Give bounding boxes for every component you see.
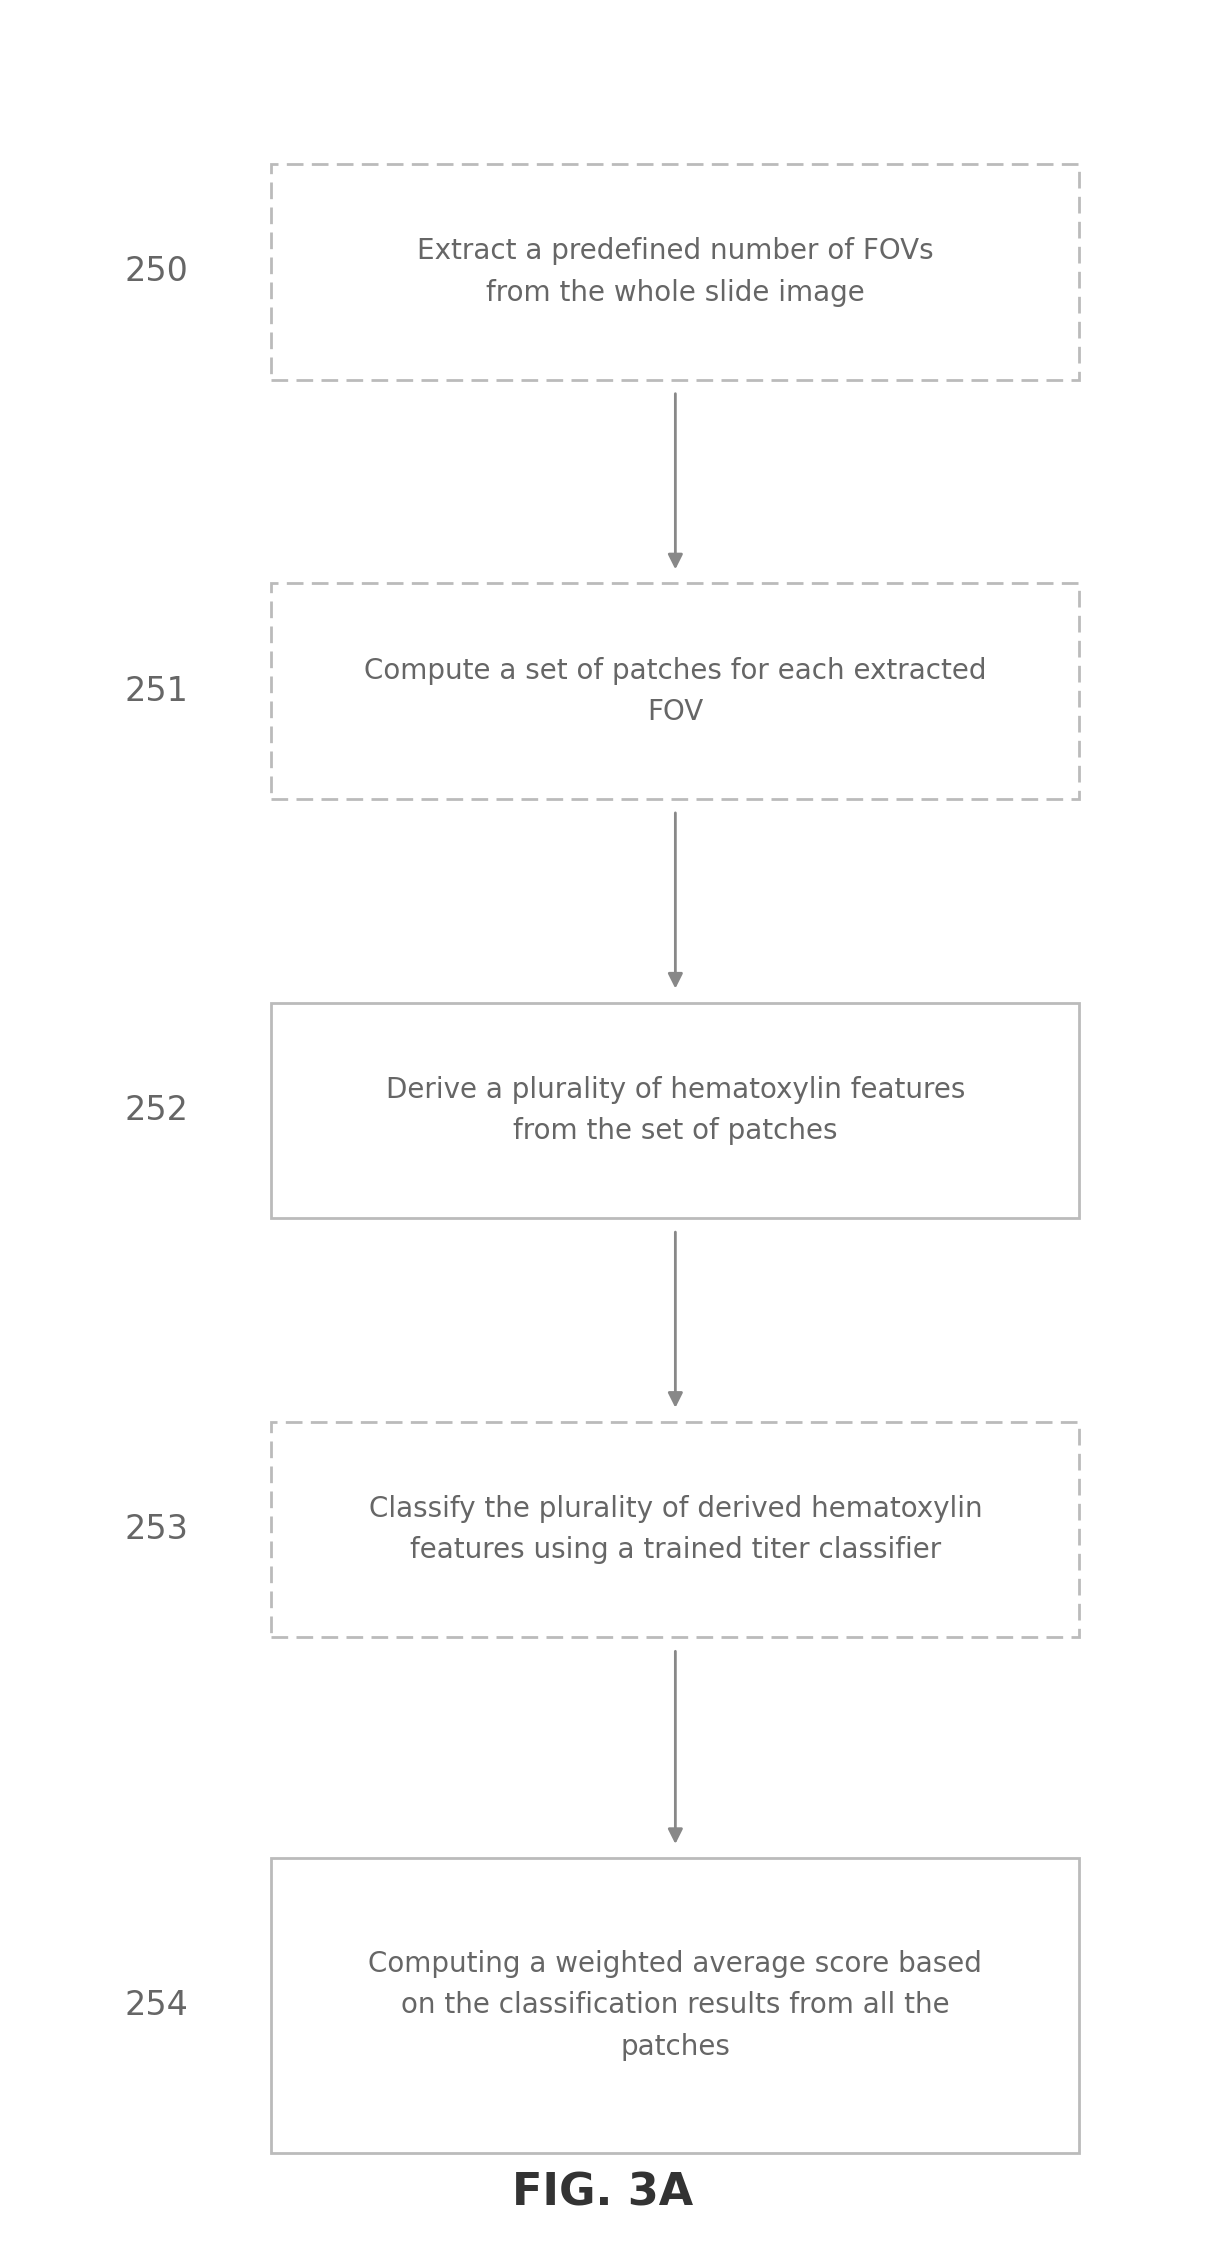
Text: 251: 251: [125, 675, 188, 707]
Bar: [271, 585, 1079, 800]
Text: 250: 250: [125, 256, 188, 288]
Text: Computing a weighted average score based
on the classification results from all : Computing a weighted average score based…: [368, 1951, 983, 2060]
Text: Extract a predefined number of FOVs
from the whole slide image: Extract a predefined number of FOVs from…: [417, 238, 933, 306]
Bar: [271, 1002, 1079, 1217]
Text: 252: 252: [124, 1094, 189, 1126]
Text: 254: 254: [125, 1990, 188, 2021]
Text: Derive a plurality of hematoxylin features
from the set of patches: Derive a plurality of hematoxylin featur…: [386, 1076, 965, 1144]
Text: 253: 253: [125, 1514, 188, 1545]
Bar: [271, 1423, 1079, 1636]
Text: FIG. 3A: FIG. 3A: [513, 2173, 693, 2214]
Text: Compute a set of patches for each extracted
FOV: Compute a set of patches for each extrac…: [364, 657, 987, 725]
Text: Classify the plurality of derived hematoxylin
features using a trained titer cla: Classify the plurality of derived hemato…: [369, 1496, 982, 1564]
Bar: [271, 1858, 1079, 2153]
Bar: [271, 165, 1079, 378]
